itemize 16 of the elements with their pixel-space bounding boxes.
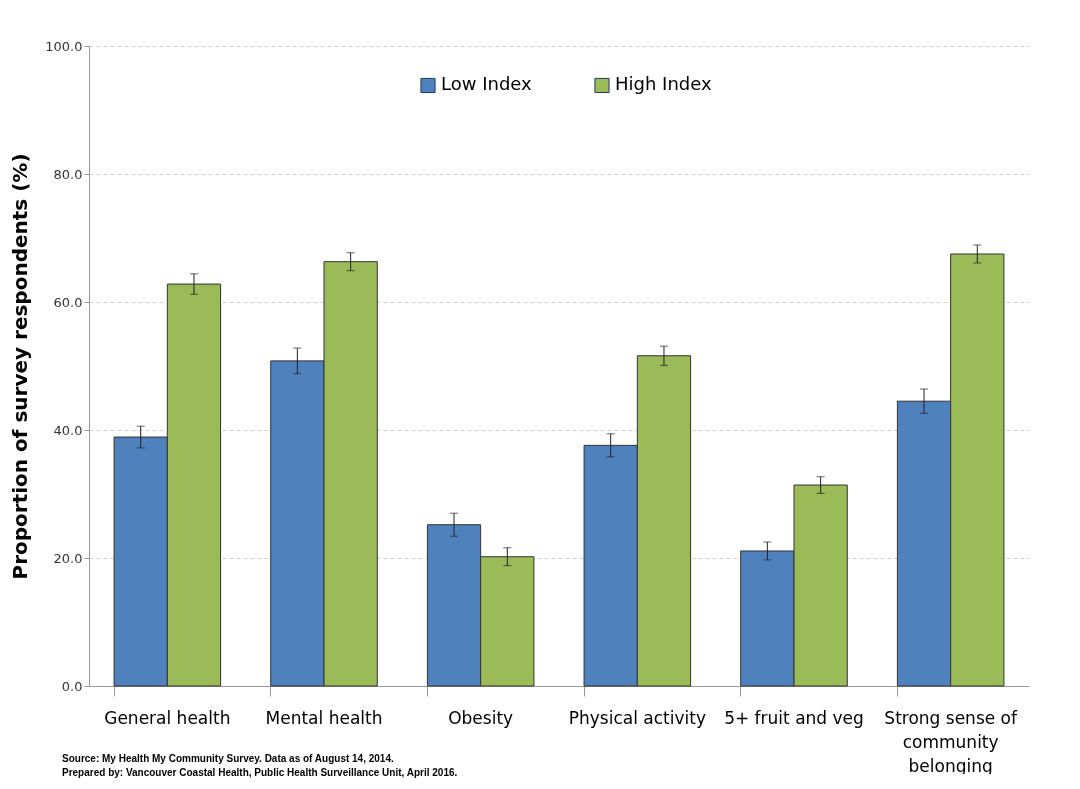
y-axis-title: Proportion of survey respondents (%) (8, 153, 33, 580)
x-tick-label: Physical activity (568, 707, 706, 728)
x-tick-label: Mental health (265, 707, 383, 728)
x-tick-label: General health (104, 707, 231, 728)
source-note: Source: My Health My Community Survey. Data as of August 14, 2014. (62, 752, 395, 766)
y-tick-label: 100.0 (45, 38, 83, 54)
y-tick-label: 60.0 (53, 294, 83, 310)
y-tick-label: 40.0 (53, 422, 83, 438)
y-tick-label: 0.0 (61, 678, 83, 694)
legend-label: Low Index (441, 73, 533, 95)
legend-label: High Index (615, 73, 712, 95)
text: Prepared by: Vancouver Coastal Health, Public Health Surveillance Unit, April 2016. (62, 766, 458, 780)
y-tick-label: 20.0 (53, 550, 83, 566)
y-tick-label: 80.0 (53, 166, 83, 182)
x-tick-label: Obesity (448, 707, 514, 728)
x-tick-label: 5+ fruit and veg (724, 707, 864, 728)
